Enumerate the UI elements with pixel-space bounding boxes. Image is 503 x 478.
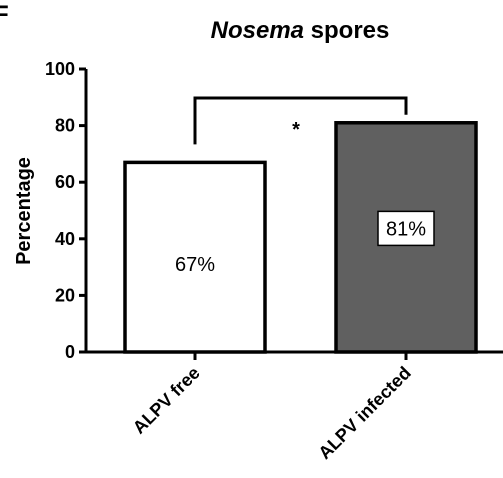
chart-title-italic: Nosema <box>211 17 304 44</box>
y-tick-label: 100 <box>45 59 75 79</box>
y-ticks: 0 20 40 60 80 100 <box>45 59 86 362</box>
bar-value-label: 67% <box>175 254 215 276</box>
y-axis-label: Percentage <box>13 157 35 265</box>
significance-bracket-line <box>193 96 408 145</box>
significance-bracket: * <box>193 96 408 145</box>
x-tick-label: ALPV free <box>129 363 204 438</box>
y-tick-label: 40 <box>55 229 75 249</box>
y-tick-label: 0 <box>65 342 75 362</box>
y-tick-label: 80 <box>55 116 75 136</box>
bars: 67% 81% <box>123 121 478 354</box>
chart-title-rest: spores <box>304 17 389 44</box>
chart-title: Nosema spores <box>211 17 390 44</box>
panel-letter: F <box>0 1 9 28</box>
significance-star: * <box>292 119 300 141</box>
bar-value-label: 81% <box>386 218 426 240</box>
x-ticks: ALPV free ALPV infected <box>129 352 415 463</box>
bar-value-box <box>377 210 435 247</box>
x-tick-label: ALPV infected <box>314 363 414 463</box>
bar <box>123 160 267 354</box>
y-tick-label: 20 <box>55 285 75 305</box>
y-tick-label: 60 <box>55 172 75 192</box>
